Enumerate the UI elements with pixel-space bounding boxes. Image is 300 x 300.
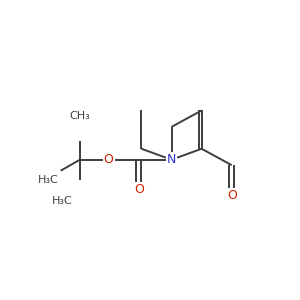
Text: CH₃: CH₃ xyxy=(70,111,90,121)
Text: O: O xyxy=(227,189,237,202)
Text: N: N xyxy=(167,153,176,166)
Text: H₃C: H₃C xyxy=(52,196,73,206)
Text: H₃C: H₃C xyxy=(38,175,58,185)
Text: O: O xyxy=(134,183,144,196)
Text: O: O xyxy=(104,153,114,166)
